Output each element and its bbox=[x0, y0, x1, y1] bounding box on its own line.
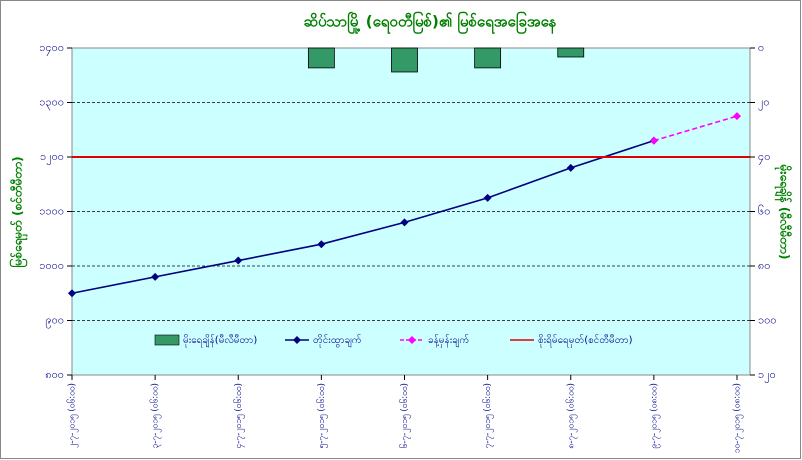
line bbox=[71, 139, 655, 295]
y2-tick-label: ၂၀ bbox=[758, 96, 770, 111]
marker bbox=[566, 163, 575, 172]
legend-label: စိုးရိမ်ရေမှတ်(စင်တီမီတာ) bbox=[538, 333, 633, 348]
marker bbox=[400, 218, 409, 227]
rain-bar bbox=[557, 47, 585, 58]
marker bbox=[317, 240, 326, 249]
y-tick-label: ၁၁၀၀ bbox=[39, 205, 64, 218]
y2-tick-label: ၈၀ bbox=[758, 259, 770, 272]
rain-bar bbox=[391, 47, 418, 73]
legend-marker bbox=[293, 336, 301, 344]
rain-bar bbox=[307, 47, 335, 69]
y2-tick-label: ၄၀ bbox=[758, 150, 770, 165]
legend-marker bbox=[408, 336, 416, 344]
marker bbox=[151, 272, 160, 281]
legend-label: မိုးရေချိန်(မီလီမီတာ) bbox=[183, 333, 257, 348]
x-tick-label: ၅-၇-၂၀၁၅ (၀၆:၀၀) bbox=[316, 383, 328, 449]
x-tick-label: ၄-၇-၂၀၁၅ (၀၆:၀၀) bbox=[233, 383, 245, 449]
rain-bar bbox=[474, 47, 502, 69]
y2-tick-label: ၁၀၀ bbox=[758, 314, 777, 327]
y2-axis-label: မိုးရေချိန် (မီလီမီတာ) bbox=[774, 164, 794, 260]
marker bbox=[483, 193, 492, 202]
x-tick-label: ၂-၇-၂၀၁၅ (၀၆:၀၀) bbox=[67, 383, 79, 448]
y2-tick-label: ၁၂၀ bbox=[758, 368, 776, 383]
y-tick-label: ၉၀၀ bbox=[45, 314, 64, 329]
x-tick-label: ၉-၇-၂၀၁၅ (၀၈:၀၀) bbox=[649, 383, 660, 449]
marker bbox=[649, 136, 658, 145]
y-tick-label: ၁၂၀၀ bbox=[40, 150, 64, 165]
y-tick-label: ၁၃၀၀ bbox=[39, 96, 64, 111]
line bbox=[653, 115, 738, 142]
x-tick-label: ၇-၇-၂၀၁၅ (၀၆:၀၀) bbox=[482, 383, 494, 449]
y2-tick-label: ၆၀ bbox=[758, 205, 770, 218]
y-axis-label: မြစ်ရေမှတ် (စင်တီမီတာ) bbox=[8, 156, 29, 267]
y-tick-label: ၁၀၀၀ bbox=[39, 259, 64, 272]
y-tick-label: ၈၀၀ bbox=[45, 368, 64, 381]
marker bbox=[733, 112, 741, 121]
x-tick-label: ၁၀-၇-၂၀၁၅ (၀၈:၀၀) bbox=[733, 383, 744, 453]
legend-label: ခန့်မှန်းချက် bbox=[428, 333, 469, 348]
x-tick-label: ၃-၇-၂၀၁၅ (၀၆:၀၀) bbox=[150, 383, 162, 449]
legend-label: တိုင်းထွာချက် bbox=[313, 333, 362, 348]
legend-swatch bbox=[154, 334, 180, 346]
marker bbox=[234, 256, 243, 265]
x-tick-label: ၆-၇-၂၀၁၅ (၀၆:၀၀) bbox=[399, 383, 411, 449]
marker bbox=[68, 289, 76, 298]
y-tick-label: ၁၄၀၀ bbox=[39, 41, 64, 56]
y2-tick-label: ၀ bbox=[758, 41, 764, 54]
x-tick-label: ၈-၇-၂၀၁၅ (၀၆:၀၀) bbox=[565, 383, 577, 449]
